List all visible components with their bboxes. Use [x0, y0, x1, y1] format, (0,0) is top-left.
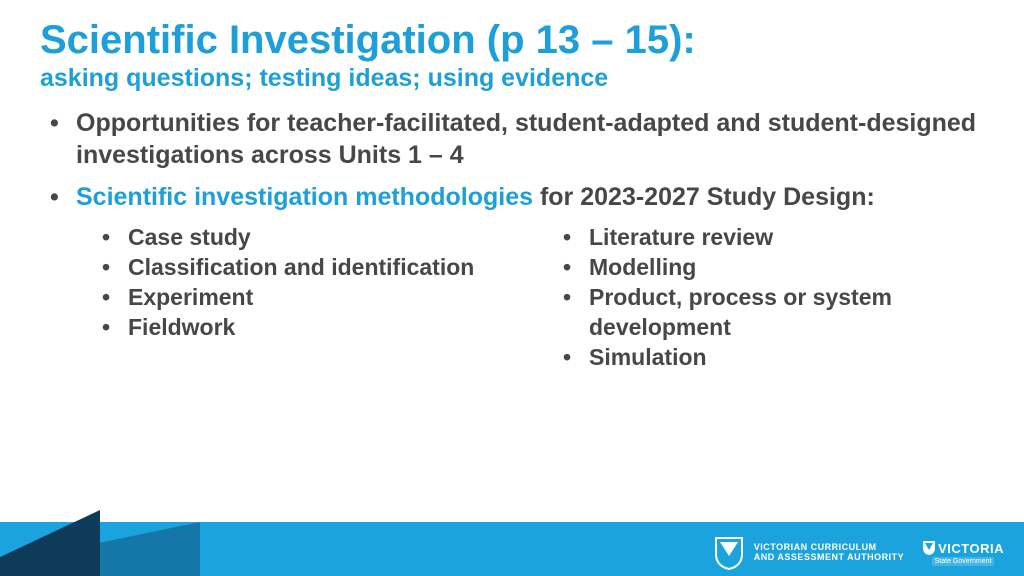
main-bullet-list: Opportunities for teacher-facilitated, s… [40, 107, 984, 213]
methodology-item: Fieldwork [102, 313, 523, 343]
methodology-item: Classification and identification [102, 253, 523, 283]
methodology-col-right: Literature reviewModellingProduct, proce… [563, 223, 984, 372]
methodology-list-right: Literature reviewModellingProduct, proce… [563, 223, 984, 372]
methodology-item: Case study [102, 223, 523, 253]
methodology-item: Experiment [102, 283, 523, 313]
vcaa-line2: AND ASSESSMENT AUTHORITY [754, 553, 904, 563]
methodology-col-left: Case studyClassification and identificat… [102, 223, 523, 372]
victoria-text: VICTORIA [938, 541, 1004, 556]
slide-subtitle: asking questions; testing ideas; using e… [40, 64, 984, 93]
victoria-wordmark: VICTORIA [922, 540, 1004, 556]
victoria-sub: State Government [932, 557, 995, 566]
bullet-segment: Opportunities for teacher-facilitated, s… [76, 109, 976, 169]
footer: VICTORIAN CURRICULUM AND ASSESSMENT AUTH… [0, 510, 1024, 576]
shield-icon [714, 536, 744, 570]
bullet-segment: for 2023-2027 Study Design: [533, 183, 875, 211]
victoria-logo: VICTORIA State Government [922, 540, 1004, 566]
methodology-columns: Case studyClassification and identificat… [40, 223, 984, 372]
footer-triangle-dark [0, 510, 100, 576]
methodology-item: Modelling [563, 253, 984, 283]
methodology-item: Simulation [563, 343, 984, 373]
content-area: Scientific Investigation (p 13 – 15): as… [0, 0, 1024, 372]
bullet-segment: Scientific investigation methodologies [76, 183, 533, 211]
methodology-item: Literature review [563, 223, 984, 253]
vcaa-text: VICTORIAN CURRICULUM AND ASSESSMENT AUTH… [754, 543, 904, 563]
main-bullet: Scientific investigation methodologies f… [40, 181, 984, 213]
methodology-list-left: Case studyClassification and identificat… [102, 223, 523, 343]
shield-small-icon [922, 540, 936, 556]
footer-logos: VICTORIAN CURRICULUM AND ASSESSMENT AUTH… [714, 536, 1004, 570]
methodology-item: Product, process or system development [563, 283, 984, 343]
slide: Scientific Investigation (p 13 – 15): as… [0, 0, 1024, 576]
vcaa-logo: VICTORIAN CURRICULUM AND ASSESSMENT AUTH… [714, 536, 904, 570]
main-bullet: Opportunities for teacher-facilitated, s… [40, 107, 984, 171]
slide-title: Scientific Investigation (p 13 – 15): [40, 18, 984, 62]
